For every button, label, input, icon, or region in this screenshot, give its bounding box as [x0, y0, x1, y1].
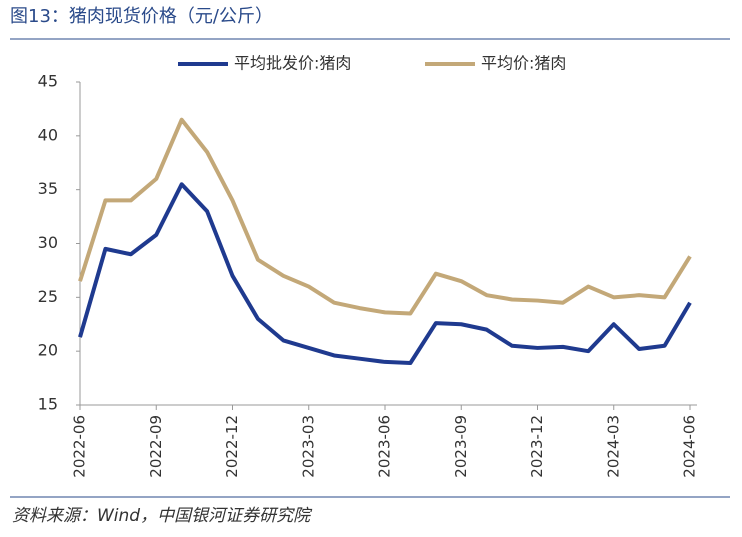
x-tick-label: 2024-06 — [681, 415, 699, 478]
y-tick-label: 40 — [38, 125, 58, 144]
y-tick-label: 15 — [38, 395, 58, 414]
y-tick-label: 20 — [38, 341, 58, 360]
y-tick-label: 25 — [38, 287, 58, 306]
x-tick-label: 2022-06 — [71, 415, 89, 478]
y-tick-label: 35 — [38, 179, 58, 198]
x-tick-label: 2022-12 — [223, 415, 241, 478]
x-tick-label: 2024-03 — [604, 415, 622, 478]
y-tick-label: 30 — [38, 233, 58, 252]
series-line — [78, 117, 692, 316]
x-tick-label: 2023-06 — [376, 415, 394, 478]
series-line — [78, 182, 692, 366]
x-tick-label: 2022-09 — [147, 415, 165, 478]
x-tick-label: 2023-12 — [528, 415, 546, 478]
x-tick-label: 2023-03 — [299, 415, 317, 478]
y-tick-label: 45 — [38, 72, 58, 91]
legend-label: 平均价:猪肉 — [481, 54, 566, 73]
legend-label: 平均批发价:猪肉 — [234, 54, 351, 73]
chart-title: 图13：猪肉现货价格（元/公斤） — [10, 6, 273, 27]
source: 资料来源：Wind，中国银河证券研究院 — [12, 506, 313, 526]
x-tick-label: 2023-09 — [452, 415, 470, 478]
